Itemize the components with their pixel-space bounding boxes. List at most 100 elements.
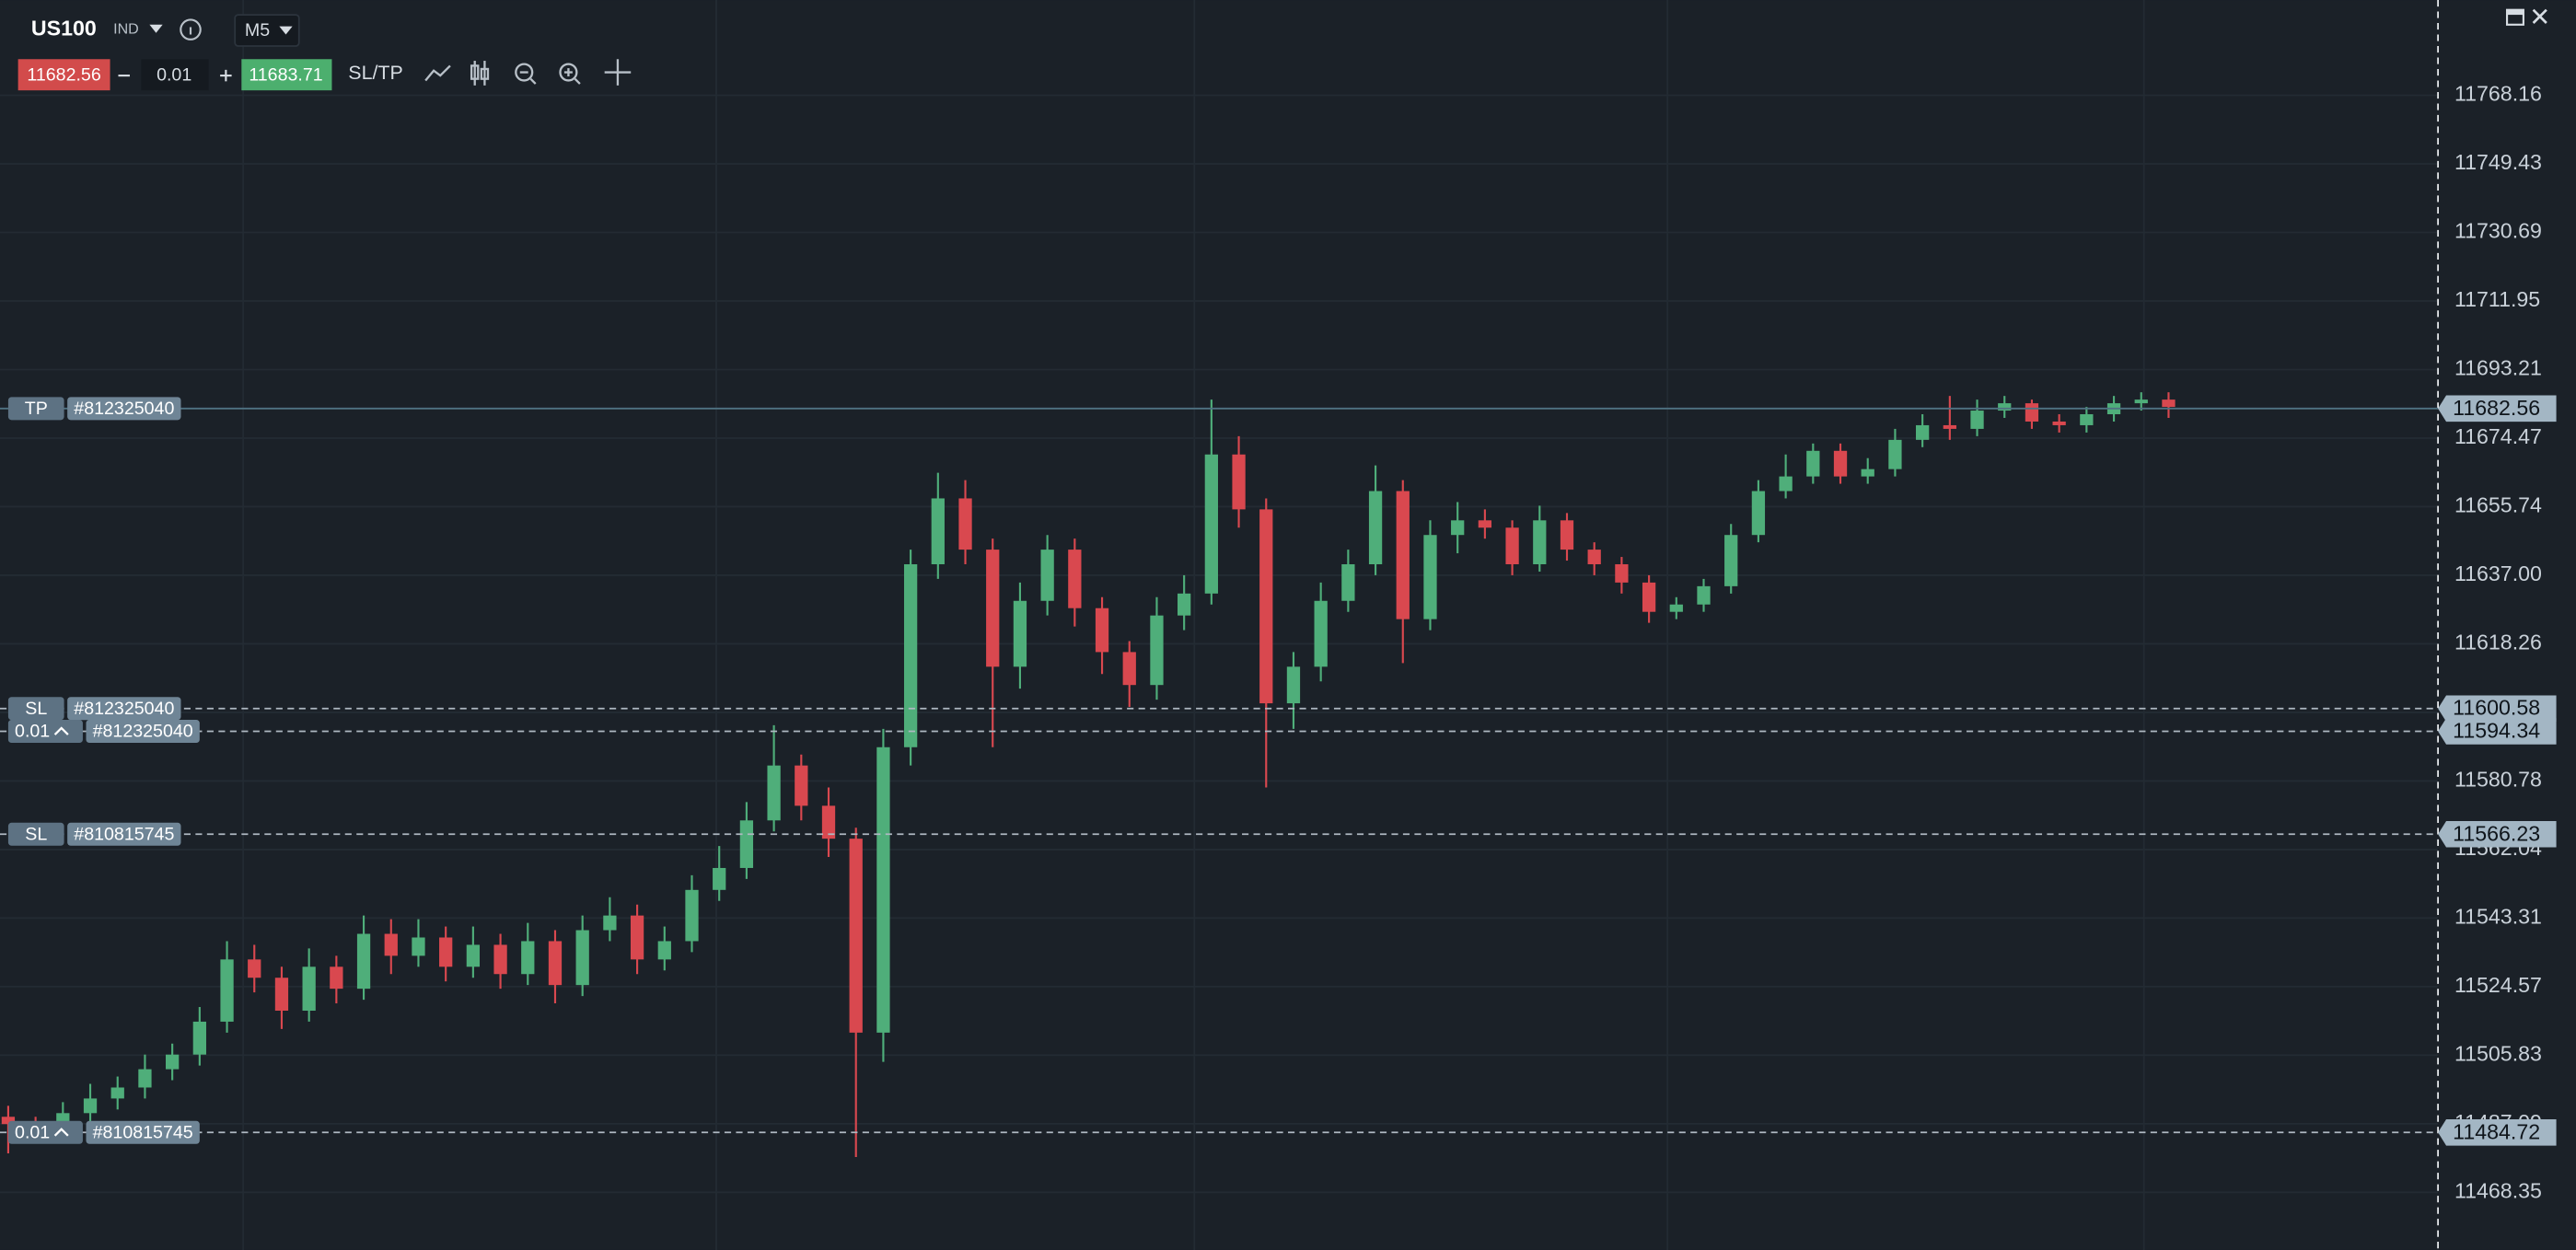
candle-body xyxy=(2052,421,2066,425)
price-label: 11682.56 xyxy=(2453,396,2540,420)
candle-body xyxy=(248,959,261,978)
candle-body xyxy=(1122,652,1136,686)
order-tag-bg xyxy=(7,697,64,721)
sell-price: 11682.56 xyxy=(27,64,100,85)
order-caret xyxy=(53,726,69,735)
candle-body xyxy=(739,820,754,868)
order-tag-bg xyxy=(7,720,83,744)
price-label: 11600.58 xyxy=(2453,696,2540,720)
y-tick-label: 11637.00 xyxy=(2454,561,2542,585)
order-id: #810815745 xyxy=(74,824,174,844)
info-icon[interactable] xyxy=(180,18,202,41)
y-tick-label: 11618.26 xyxy=(2454,631,2542,654)
y-tick-label: 11693.21 xyxy=(2454,356,2542,380)
y-tick-label: 11505.83 xyxy=(2454,1041,2542,1065)
candles-layer xyxy=(1,392,2176,1158)
toolbar: US100 IND M5 11682.56 0.01 11683.71 SL/T… xyxy=(17,8,2547,91)
y-tick-label: 11749.43 xyxy=(2454,150,2542,174)
candle-body xyxy=(110,1087,124,1099)
candle-body xyxy=(876,747,890,1033)
order-caret xyxy=(53,1128,69,1137)
zoom-in-icon[interactable] xyxy=(559,63,581,85)
candle-body xyxy=(849,839,863,1033)
candle-body xyxy=(1095,608,1109,653)
candle-body xyxy=(548,941,563,986)
order-tag: TP xyxy=(25,399,48,419)
candle-body xyxy=(1806,450,1820,477)
candle-body xyxy=(1259,509,1273,704)
candle-body xyxy=(1970,411,1984,429)
candle-body xyxy=(1697,585,1711,605)
order-tag-bg xyxy=(7,397,64,421)
sell-button[interactable] xyxy=(17,59,110,91)
candle-body xyxy=(1013,600,1027,667)
candle-body xyxy=(713,867,726,890)
candle-body xyxy=(821,805,836,839)
timeframe-dropdown[interactable] xyxy=(279,26,293,35)
line-chart-icon[interactable] xyxy=(424,64,451,82)
order-tag: 0.01 xyxy=(15,1122,50,1142)
order-id: #812325040 xyxy=(93,722,193,742)
candle-body xyxy=(412,937,425,956)
qty: 0.01 xyxy=(157,64,191,85)
candle-body xyxy=(1396,491,1410,619)
candle-body xyxy=(2025,403,2039,422)
order-id-bg xyxy=(67,697,181,721)
candle-body xyxy=(931,498,945,565)
order-id-bg xyxy=(67,822,181,846)
timeframe: M5 xyxy=(245,20,270,41)
close-button[interactable] xyxy=(2532,8,2547,24)
candle-body xyxy=(903,564,918,747)
candle-chart-icon[interactable] xyxy=(470,61,490,86)
candle-body xyxy=(986,550,1000,667)
candle-body xyxy=(958,498,972,550)
candle-body xyxy=(1861,469,1874,477)
zoom-out-icon[interactable] xyxy=(515,63,537,85)
qty-input[interactable] xyxy=(141,59,209,91)
candle-body xyxy=(1533,520,1547,565)
price-label-bg xyxy=(2438,820,2557,848)
price-label: 11594.34 xyxy=(2453,719,2540,743)
symbol[interactable]: US100 xyxy=(31,16,97,40)
order-id: #812325040 xyxy=(74,699,174,719)
candle-body xyxy=(1833,450,1848,477)
candle-body xyxy=(493,944,507,975)
buy-button[interactable] xyxy=(241,59,332,91)
candle-body xyxy=(274,978,289,1011)
order-id: #812325040 xyxy=(74,399,174,419)
candle-body xyxy=(2134,399,2148,404)
candle-body xyxy=(220,959,234,1022)
candle-body xyxy=(83,1098,98,1114)
order-tag: SL xyxy=(25,699,47,719)
candle-body xyxy=(1669,604,1683,612)
price-label-bg xyxy=(2438,395,2557,422)
pan-icon[interactable] xyxy=(604,59,632,86)
candle-body xyxy=(138,1069,152,1088)
candle-body xyxy=(1724,535,1738,586)
candle-body xyxy=(1587,550,1601,565)
candle-body xyxy=(1178,593,1191,616)
candle-body xyxy=(1314,600,1328,667)
candle-body xyxy=(439,937,453,967)
candle-body xyxy=(1560,520,1574,550)
candle-body xyxy=(166,1054,180,1070)
y-tick-label: 11730.69 xyxy=(2454,219,2542,243)
time-grid xyxy=(242,0,2145,1250)
candle-body xyxy=(685,889,699,942)
candle-body xyxy=(1068,550,1082,608)
y-tick-label: 11655.74 xyxy=(2454,493,2542,517)
symbol-dropdown[interactable] xyxy=(149,24,163,33)
candle-body xyxy=(1423,535,1437,619)
price-label: 11484.72 xyxy=(2453,1119,2540,1143)
timeframe-select[interactable] xyxy=(234,14,300,47)
candle-body xyxy=(1505,527,1519,565)
candle-body xyxy=(2162,399,2176,408)
y-tick-label: 11580.78 xyxy=(2454,768,2542,792)
candle-body xyxy=(1341,564,1355,601)
sltp-button[interactable]: SL/TP xyxy=(348,62,402,84)
candle-body xyxy=(1779,476,1793,492)
price-label-bg xyxy=(2438,1119,2557,1146)
candle-body xyxy=(1915,424,1930,440)
candle-body xyxy=(1232,454,1246,510)
